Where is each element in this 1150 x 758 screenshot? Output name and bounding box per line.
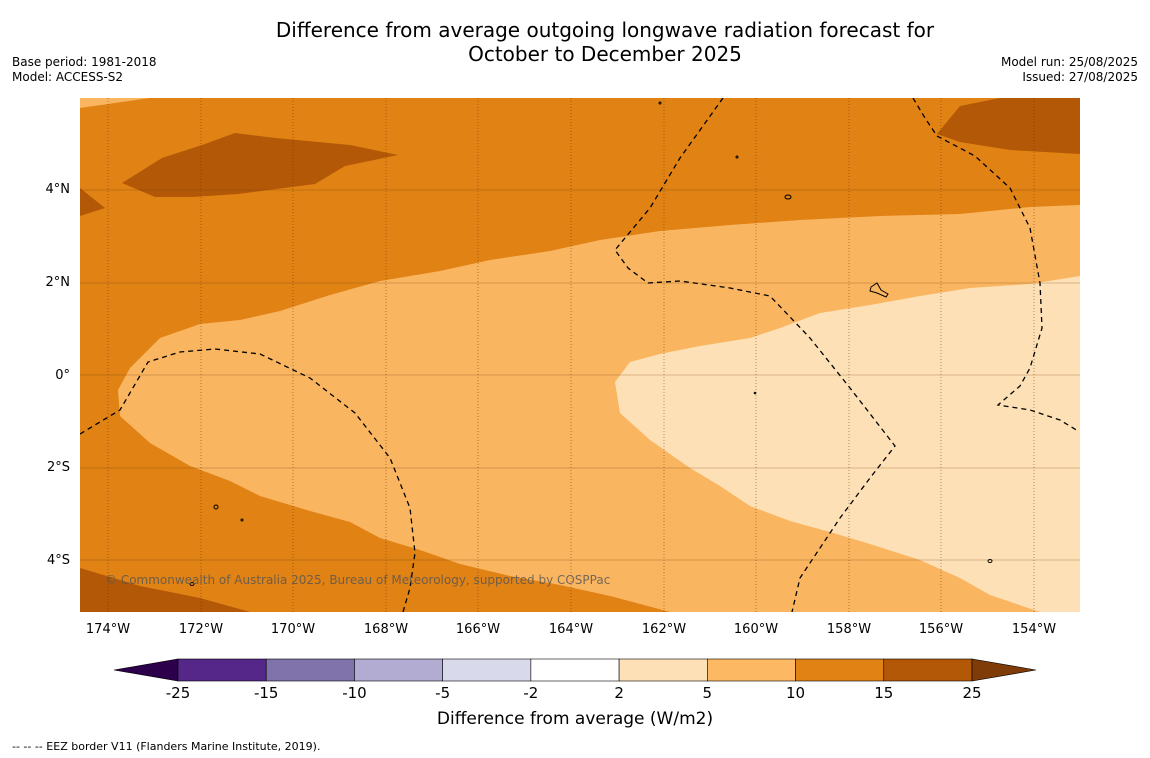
colorbar-tick-label: 2: [614, 684, 624, 702]
lon-label-166w: 166°W: [455, 622, 501, 637]
island-9: [753, 391, 757, 395]
colorbar-title: Difference from average (W/m2): [436, 709, 714, 729]
lat-label-4s: 4°S: [46, 553, 70, 568]
lat-label-2s: 2°S: [46, 460, 70, 475]
colorbar: [113, 658, 1037, 682]
base-period-text: Base period: 1981-2018: [12, 55, 157, 69]
region-5-10-topleft: [80, 98, 150, 108]
eez-border-west: [80, 348, 416, 612]
island-8: [240, 518, 244, 522]
region-15-25-north: [122, 133, 398, 197]
colorbar-tick-label: -10: [342, 684, 367, 702]
lon-label-158w: 158°W: [826, 622, 872, 637]
colorbar-segment: [795, 658, 885, 682]
lon-label-174w: 174°W: [85, 622, 131, 637]
lon-label-172w: 172°W: [178, 622, 224, 637]
region-2-5: [615, 276, 1080, 612]
island-7: [735, 155, 739, 159]
lon-label-160w: 160°W: [733, 622, 779, 637]
eez-border-east: [912, 98, 1079, 432]
lon-label-162w: 162°W: [641, 622, 687, 637]
region-15-25-southwest: [80, 568, 250, 612]
title-line-2: October to December 2025: [468, 42, 742, 66]
island-6: [658, 101, 662, 105]
colorbar-segment: [442, 658, 532, 682]
colorbar-segment: [354, 658, 443, 682]
model-text: Model: ACCESS-S2: [12, 70, 124, 84]
colorbar-segment: [618, 658, 708, 682]
colorbar-extend-low: [113, 658, 179, 682]
colorbar-tick-label: 5: [702, 684, 713, 702]
colorbar-segments: [113, 658, 1037, 682]
colorbar-segment: [177, 658, 267, 682]
copyright-notice: © Commonwealth of Australia 2025, Bureau…: [105, 573, 611, 587]
island-1: [784, 194, 792, 200]
island-4: [189, 582, 195, 586]
model-run-text: Model run: 25/08/2025: [1000, 55, 1138, 69]
map-area[interactable]: [80, 98, 1080, 612]
page-title: Difference from average outgoing longwav…: [150, 18, 1060, 66]
lon-label-170w: 170°W: [270, 622, 316, 637]
lat-label-4n: 4°N: [45, 182, 71, 197]
colorbar-segment: [265, 658, 355, 682]
island-3: [213, 504, 219, 510]
lon-label-164w: 164°W: [548, 622, 594, 637]
meta-left: Base period: 1981-2018 Model: ACCESS-S2: [12, 55, 157, 85]
islands: [189, 101, 993, 586]
colorbar-tick-label: 15: [874, 684, 894, 702]
meta-right: Model run: 25/08/2025 Issued: 27/08/2025: [1001, 55, 1138, 85]
island-2: [869, 282, 889, 298]
title-line-1: Difference from average outgoing longwav…: [275, 18, 935, 42]
colorbar-tick-label: -5: [435, 684, 451, 702]
colorbar-segment: [530, 658, 620, 682]
region-15-25-northeast: [937, 98, 1080, 154]
colorbar-tick-label: 25: [962, 684, 982, 702]
colorbar-segment: [883, 658, 973, 682]
colorbar-tick-label: -25: [165, 684, 191, 702]
colorbar-tick-label: -2: [523, 684, 539, 702]
island-5: [987, 559, 993, 563]
region-15-25-westedge: [80, 188, 105, 216]
issued-text: Issued: 27/08/2025: [1022, 70, 1138, 84]
lon-label-154w: 154°W: [1011, 622, 1057, 637]
lat-label-2n: 2°N: [45, 275, 71, 290]
colorbar-segment: [707, 658, 796, 682]
colorbar-tick-label: 10: [786, 684, 806, 702]
lon-label-168w: 168°W: [363, 622, 409, 637]
eez-footnote: -- -- -- EEZ border V11 (Flanders Marine…: [12, 740, 321, 753]
colorbar-tick-label: -15: [253, 684, 279, 702]
colorbar-extend-high: [971, 658, 1037, 682]
lat-label-0: 0°: [55, 368, 70, 383]
lon-label-156w: 156°W: [918, 622, 964, 637]
eez-borders: [80, 98, 1079, 612]
lat-grid: [80, 189, 1080, 561]
